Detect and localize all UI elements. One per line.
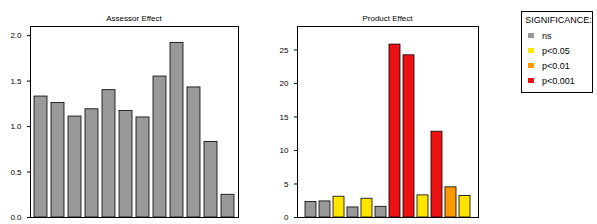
html-text:SIGNIFICANCE:: SIGNIFICANCE:: [525, 15, 592, 25]
html-text:p<0.01: p<0.01: [542, 60, 570, 71]
svg-text:0.5: 0.5: [10, 168, 22, 177]
html-text:p<0.05: p<0.05: [542, 45, 570, 56]
html-text:ns: ns: [542, 30, 552, 41]
svg-text:2.0: 2.0: [10, 31, 22, 40]
svg-text:1.5: 1.5: [10, 77, 22, 86]
svg-text:15: 15: [280, 113, 289, 122]
svg-text:0: 0: [284, 213, 289, 222]
html-text:Assessor Effect: Assessor Effect: [106, 14, 162, 23]
svg-text:0.0: 0.0: [10, 213, 22, 222]
svg-text:25: 25: [280, 46, 289, 55]
svg-text:10: 10: [280, 146, 289, 155]
html-text:p<0.001: p<0.001: [542, 75, 575, 86]
svg-text:20: 20: [280, 79, 289, 88]
html-text:Product Effect: Product Effect: [362, 14, 413, 23]
svg-text:1.0: 1.0: [10, 122, 22, 131]
svg-text:5: 5: [284, 180, 289, 189]
